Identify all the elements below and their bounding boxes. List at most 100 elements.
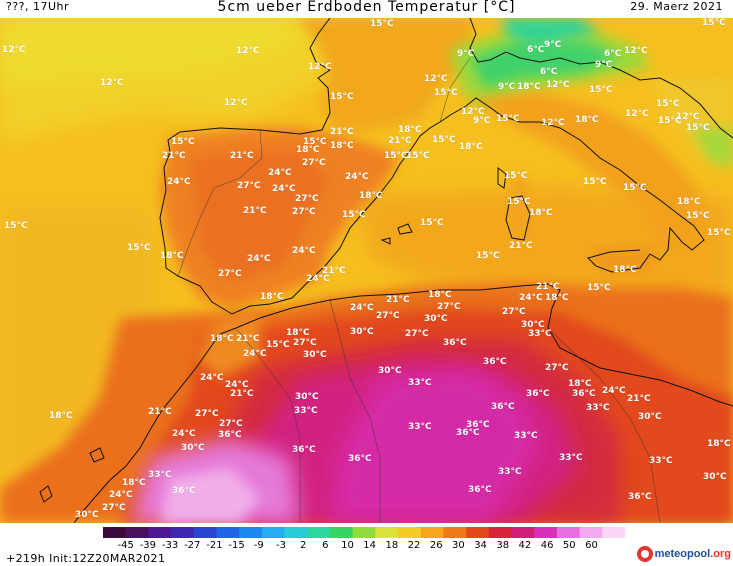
temperature-label: 18°C [613, 265, 637, 275]
temperature-label: 36°C [483, 357, 507, 367]
temperature-label: 33°C [408, 378, 432, 388]
temperature-label: 15°C [587, 283, 611, 293]
temperature-label: 15°C [434, 88, 458, 98]
temperature-label: 18°C [529, 208, 553, 218]
legend-tick-label: -45 [117, 540, 134, 551]
temperature-label: 15°C [707, 228, 731, 238]
legend-tick-label: 18 [385, 540, 399, 551]
temperature-label: 9°C [544, 40, 562, 50]
legend-tick-label: 22 [407, 540, 421, 551]
temperature-label: 21°C [330, 127, 354, 137]
temperature-label: 33°C [148, 470, 172, 480]
logo-icon [636, 546, 653, 562]
temperature-label: 9°C [473, 116, 491, 126]
temperature-label: 15°C [589, 85, 613, 95]
map-title: 5cm ueber Erdboden Temperatur [°C] [217, 0, 516, 15]
temperature-label: 18°C [677, 197, 701, 207]
temperature-label: 33°C [586, 403, 610, 413]
temperature-label: 12°C [424, 74, 448, 84]
legend-color-step [443, 527, 467, 538]
temperature-label: 18°C [296, 145, 320, 155]
temperature-label: 27°C [295, 194, 319, 204]
temperature-label: 15°C [303, 137, 327, 147]
temperature-label: 21°C [230, 389, 254, 399]
temperature-label: 15°C [342, 210, 366, 220]
meteopool-logo[interactable]: meteopool.org [636, 544, 731, 564]
mediterranean-field [360, 188, 733, 318]
valid-date-label: 29. Maerz 2021 [630, 0, 723, 13]
legend-tick-label: 6 [322, 540, 329, 551]
legend-color-step [375, 527, 399, 538]
temperature-label: 24°C [345, 172, 369, 182]
temperature-label: 24°C [268, 168, 292, 178]
temperature-label: 15°C [384, 151, 408, 161]
legend-color-step [307, 527, 331, 538]
temperature-label: 18°C [459, 142, 483, 152]
temperature-label: 24°C [247, 254, 271, 264]
temperature-label: 33°C [514, 431, 538, 441]
temperature-label: 24°C [350, 303, 374, 313]
temperature-label: 15°C [4, 221, 28, 231]
temperature-label: 27°C [292, 207, 316, 217]
logo-suffix: .org [710, 548, 731, 560]
temperature-label: 30°C [424, 314, 448, 324]
temperature-label: 15°C [702, 18, 726, 28]
legend-tick-label: -27 [184, 540, 201, 551]
temperature-label: 12°C [676, 112, 700, 122]
temperature-label: 12°C [224, 98, 248, 108]
legend-color-step [511, 527, 535, 538]
temperature-label: 12°C [2, 45, 26, 55]
legend-tick-label: 42 [518, 540, 532, 551]
temperature-label: 21°C [536, 282, 560, 292]
temperature-label: 21°C [148, 407, 172, 417]
temperature-label: 6°C [527, 45, 545, 55]
legend-tick-label: -15 [228, 540, 245, 551]
temperature-label: 15°C [656, 99, 680, 109]
legend-tick-label: -39 [139, 540, 157, 551]
temperature-label: 18°C [517, 82, 541, 92]
legend-color-step [352, 527, 376, 538]
temperature-label: 33°C [649, 456, 673, 466]
temperature-label: 18°C [428, 290, 452, 300]
legend-tick-label: 38 [496, 540, 510, 551]
temperature-label: 27°C [102, 503, 126, 513]
legend-color-step [125, 527, 149, 538]
temperature-label: 30°C [703, 472, 727, 482]
logo-text: meteopool [654, 548, 711, 560]
temperature-label: 18°C [49, 411, 73, 421]
legend-color-step [488, 527, 513, 538]
legend-tick-label: -21 [206, 540, 223, 551]
temperature-label: 15°C [330, 92, 354, 102]
temperature-label: 36°C [218, 430, 242, 440]
legend-color-step [579, 527, 603, 538]
temperature-label: 12°C [541, 118, 565, 128]
temperature-label: 30°C [521, 320, 545, 330]
temperature-color-legend [103, 527, 625, 538]
temperature-label: 15°C [507, 197, 531, 207]
legend-tick-label: 60 [585, 540, 598, 551]
forecast-init-label: +219h Init:12Z20MAR2021 [6, 552, 166, 565]
temperature-label: 24°C [306, 274, 330, 284]
temperature-label: 15°C [504, 171, 528, 181]
temperature-label: 18°C [568, 379, 592, 389]
temperature-label: 15°C [171, 137, 195, 147]
temperature-label: 24°C [519, 293, 543, 303]
temperature-label: 33°C [408, 422, 432, 432]
temperature-label: 12°C [461, 107, 485, 117]
temperature-label: 18°C [160, 251, 184, 261]
legend-tick-label: -3 [275, 540, 286, 551]
legend-color-step [216, 527, 240, 538]
temperature-label: 27°C [195, 409, 219, 419]
temperature-label: 15°C [658, 116, 682, 126]
temperature-label: 24°C [109, 490, 133, 500]
temperature-label: 15°C [496, 114, 520, 124]
temperature-label: 15°C [420, 218, 444, 228]
temperature-label: 27°C [237, 181, 261, 191]
temperature-label: 18°C [359, 191, 383, 201]
temperature-map[interactable]: 15°C 15°C 12°C 12°C 12°C 9°C 6°C 9°C 6°C 12°C 9°C 6… [0, 18, 733, 523]
temperature-label: 18°C [286, 328, 310, 338]
legend-color-step [148, 527, 172, 538]
temperature-label: 36°C [628, 492, 652, 502]
legend-color-step [329, 527, 354, 538]
temperature-label: 12°C [236, 46, 260, 56]
